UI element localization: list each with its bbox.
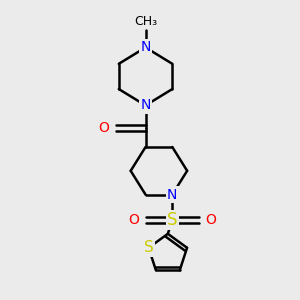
Text: N: N xyxy=(140,40,151,55)
Text: O: O xyxy=(98,121,109,135)
Text: S: S xyxy=(144,240,154,255)
Text: CH₃: CH₃ xyxy=(134,15,157,28)
Text: S: S xyxy=(167,211,178,229)
Text: O: O xyxy=(129,213,140,227)
Text: N: N xyxy=(167,188,178,202)
Text: O: O xyxy=(205,213,216,227)
Text: N: N xyxy=(140,98,151,112)
